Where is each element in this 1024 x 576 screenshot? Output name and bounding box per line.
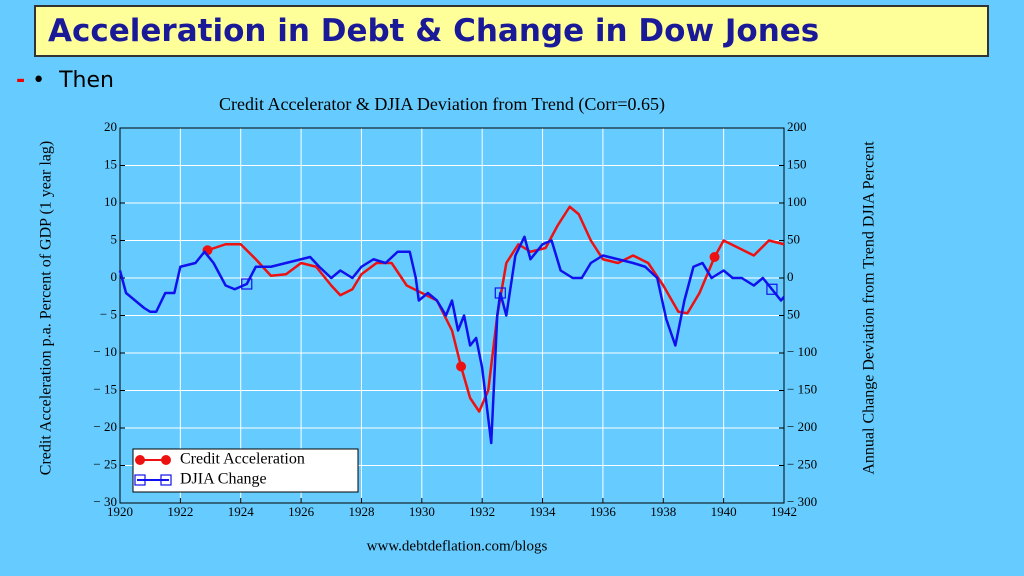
marker — [766, 283, 778, 295]
x-tick-label: 1920 — [107, 504, 133, 519]
marker — [134, 474, 146, 486]
x-tick-label: 1928 — [348, 504, 374, 519]
legend-label: DJIA Change — [180, 471, 267, 488]
y2-tick-label: − 100 — [787, 344, 817, 359]
y-tick-label: 10 — [104, 194, 117, 209]
bullet: - • Then — [16, 68, 114, 93]
x-tick-label: 1932 — [469, 504, 495, 519]
source: www.debtdeflation.com/blogs — [367, 538, 548, 554]
y2-axis-label: Annual Change Deviation from Trend DJIA … — [861, 141, 878, 475]
x-tick-label: 1934 — [530, 504, 557, 519]
series-line — [207, 205, 785, 413]
y2-tick-label: 200 — [787, 119, 807, 134]
y2-tick-label: 50 — [787, 231, 800, 246]
y2-tick-label: − 200 — [787, 419, 817, 434]
chart-title: Credit Accelerator & DJIA Deviation from… — [219, 94, 665, 115]
x-tick-label: 1924 — [228, 504, 255, 519]
bullet-text: Then — [59, 68, 114, 93]
y2-tick-label: 0 — [787, 269, 794, 284]
x-tick-label: 1936 — [590, 504, 617, 519]
y-axis-label: Credit Acceleration p.a. Percent of GDP … — [38, 141, 55, 475]
y2-tick-label: 50 — [787, 306, 800, 321]
y-tick-label: − 25 — [93, 456, 117, 471]
marker — [241, 278, 253, 290]
y-tick-label: − 10 — [93, 344, 117, 359]
x-tick-label: 1922 — [167, 504, 193, 519]
x-tick-label: 1926 — [288, 504, 315, 519]
title-box: Acceleration in Debt & Change in Dow Jon… — [34, 5, 989, 57]
x-tick-label: 1942 — [771, 504, 797, 519]
marker — [160, 474, 172, 486]
y-tick-label: 20 — [104, 119, 117, 134]
y-tick-label: − 20 — [93, 419, 117, 434]
x-tick-label: 1930 — [409, 504, 435, 519]
legend-label: Credit Acceleration — [180, 451, 305, 468]
y-tick-label: 5 — [111, 231, 118, 246]
y-tick-label: − 5 — [100, 306, 117, 321]
y-tick-label: − 15 — [93, 381, 117, 396]
y2-tick-label: 100 — [787, 194, 807, 209]
marker — [709, 252, 720, 262]
marker — [135, 455, 145, 465]
marker — [494, 287, 506, 299]
series-line — [118, 235, 785, 445]
y2-tick-label: − 300 — [787, 494, 817, 509]
y2-tick-label: − 150 — [787, 381, 817, 396]
marker — [161, 455, 171, 465]
y-tick-label: 15 — [104, 156, 117, 171]
x-tick-label: 1938 — [650, 504, 676, 519]
slide-title: Acceleration in Debt & Change in Dow Jon… — [48, 13, 820, 49]
y-tick-label: − 30 — [93, 494, 117, 509]
marker — [456, 361, 467, 372]
x-tick-label: 1940 — [711, 504, 737, 519]
y-tick-label: 0 — [111, 269, 118, 284]
y2-tick-label: 150 — [787, 156, 807, 171]
y2-tick-label: − 250 — [787, 456, 817, 471]
